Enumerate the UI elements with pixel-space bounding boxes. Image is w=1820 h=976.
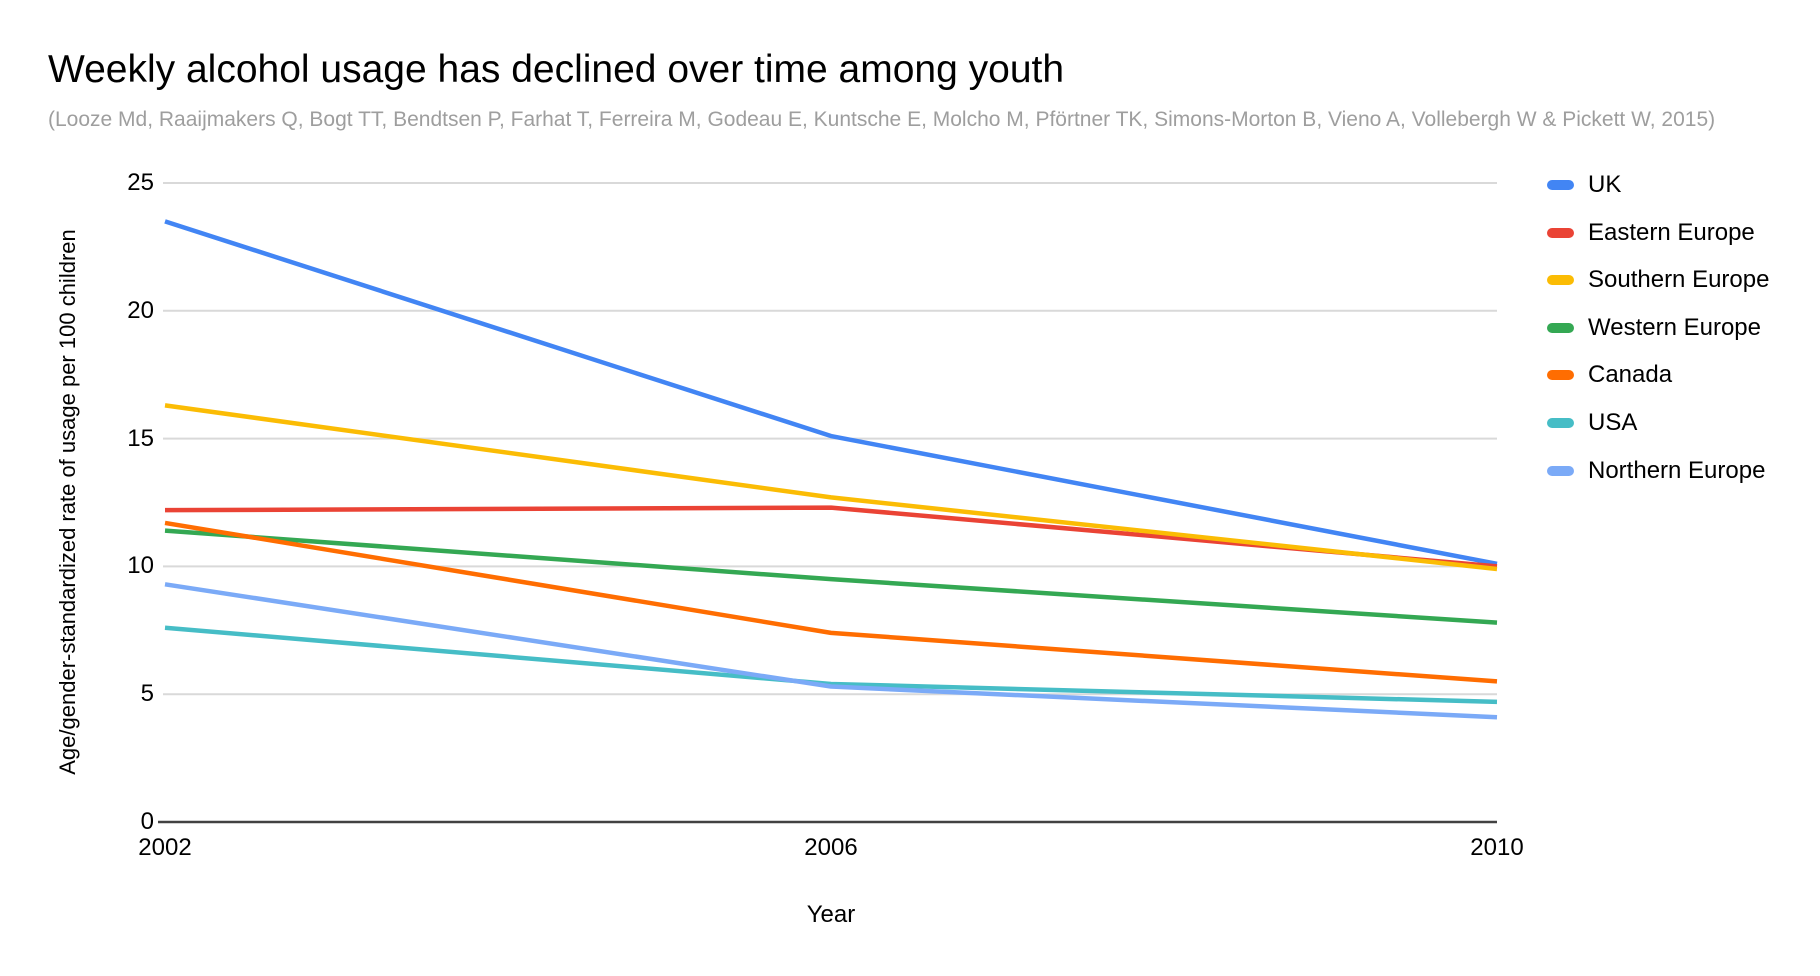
legend-label: Eastern Europe bbox=[1588, 218, 1755, 246]
legend-swatch-usa bbox=[1547, 418, 1574, 428]
legend-swatch-western-europe bbox=[1547, 322, 1574, 333]
series-line-canada bbox=[164, 520, 1498, 684]
x-tick-label: 2010 bbox=[1470, 834, 1524, 861]
legend-item-western-europe: Western Europe bbox=[1547, 313, 1761, 343]
series-line-usa bbox=[164, 625, 1498, 705]
y-tick-label: 5 bbox=[140, 680, 154, 708]
legend-label: Canada bbox=[1588, 361, 1673, 389]
chart-title: Weekly alcohol usage has declined over t… bbox=[48, 48, 1065, 91]
y-tick-label: 25 bbox=[127, 169, 154, 196]
legend-item-southern-europe: Southern Europe bbox=[1547, 265, 1769, 295]
legend-item-northern-europe: Northern Europe bbox=[1547, 456, 1765, 486]
chart-subtitle: (Looze Md, Raaijmakers Q, Bogt TT, Bendt… bbox=[48, 108, 1716, 131]
series-line-northern-europe bbox=[164, 582, 1498, 720]
y-tick-label: 0 bbox=[140, 808, 154, 835]
x-axis-title: Year bbox=[806, 901, 856, 928]
legend-label: Northern Europe bbox=[1588, 456, 1766, 484]
legend-swatch-uk bbox=[1547, 180, 1574, 190]
y-tick-label: 15 bbox=[127, 424, 154, 452]
legend-label: Southern Europe bbox=[1588, 266, 1770, 294]
series-line-southern-europe bbox=[164, 403, 1498, 572]
legend-swatch-eastern-europe bbox=[1547, 227, 1574, 238]
legend-swatch-canada bbox=[1547, 370, 1574, 381]
series-line-uk bbox=[164, 219, 1498, 567]
x-tick-label: 2006 bbox=[804, 834, 858, 861]
legend-label: USA bbox=[1588, 409, 1638, 436]
x-tick-label: 2002 bbox=[138, 834, 192, 861]
legend-swatch-northern-europe bbox=[1547, 465, 1574, 476]
legend-label: Western Europe bbox=[1588, 313, 1761, 341]
y-tick-label: 20 bbox=[127, 296, 154, 324]
series-line-western-europe bbox=[164, 528, 1498, 625]
legend-label: UK bbox=[1588, 171, 1622, 198]
legend-swatch-southern-europe bbox=[1547, 275, 1574, 286]
legend-item-uk: UK bbox=[1547, 170, 1621, 200]
legend-item-usa: USA bbox=[1547, 408, 1637, 438]
legend-item-canada: Canada bbox=[1547, 360, 1672, 390]
legend-item-eastern-europe: Eastern Europe bbox=[1547, 218, 1755, 248]
y-tick-label: 10 bbox=[127, 552, 154, 580]
